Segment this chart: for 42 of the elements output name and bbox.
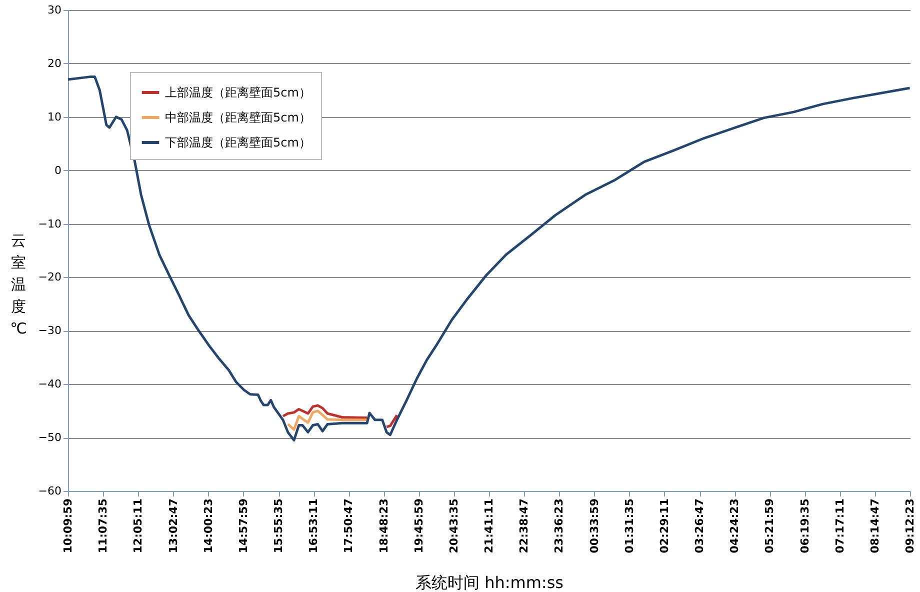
legend-label: 上部温度（距离壁面5cm） <box>165 86 311 100</box>
y-tick-label: 20 <box>48 56 62 70</box>
x-tick-label: 23:36:23 <box>552 498 566 554</box>
x-tick-label: 22:38:47 <box>518 498 531 554</box>
x-tick-label: 07:17:11 <box>833 498 846 554</box>
line-series <box>66 76 912 442</box>
y-tick-label: 30 <box>48 4 62 16</box>
x-tick-label: 17:50:47 <box>342 498 356 554</box>
x-tick-label: 13:02:47 <box>166 498 180 554</box>
y-axis-title: 云室温度℃ <box>10 232 27 338</box>
x-tick-label: 06:19:35 <box>798 498 812 554</box>
x-tick-label: 14:00:23 <box>202 498 215 554</box>
x-tick-label: 01:31:35 <box>622 498 636 554</box>
y-tick-label: −30 <box>38 324 62 338</box>
x-tick-label: 19:45:59 <box>412 498 426 554</box>
x-tick-label: 00:33:59 <box>588 498 601 554</box>
x-tick-label: 09:12:23 <box>904 498 916 554</box>
x-tick-label: 10:09:59 <box>62 498 74 554</box>
y-tick-label: −20 <box>38 270 62 284</box>
x-tick-label: 16:53:11 <box>307 498 320 554</box>
x-tick-label: 12:05:11 <box>132 498 145 554</box>
x-tick-label: 08:14:47 <box>868 498 882 554</box>
line-series <box>286 410 368 431</box>
legend-label: 中部温度（距离壁面5cm） <box>165 110 311 124</box>
x-tick-label: 21:41:11 <box>482 498 496 554</box>
y-tick-label: −60 <box>38 484 62 498</box>
y-tick-label: −10 <box>38 217 62 230</box>
x-tick-label: 20:43:35 <box>447 498 460 554</box>
x-tick-label: 11:07:35 <box>96 498 110 554</box>
x-tick-label: 14:57:59 <box>236 498 250 554</box>
x-tick-label: 18:48:23 <box>377 498 390 554</box>
x-tick-label: 05:21:59 <box>763 498 776 554</box>
x-tick-label: 04:24:23 <box>728 498 742 554</box>
x-tick-label: 03:26:47 <box>693 498 706 554</box>
y-tick-label: 10 <box>48 110 62 124</box>
x-axis-title: 系统时间 hh:mm:ss <box>416 573 564 592</box>
legend-label: 下部温度（距离壁面5cm） <box>165 136 311 150</box>
x-tick-label: 02:29:11 <box>658 498 671 554</box>
y-tick-label: −50 <box>38 431 62 444</box>
x-tick-label: 15:55:35 <box>272 498 285 554</box>
y-tick-label: −40 <box>38 378 62 391</box>
y-tick-label: 0 <box>54 164 62 177</box>
